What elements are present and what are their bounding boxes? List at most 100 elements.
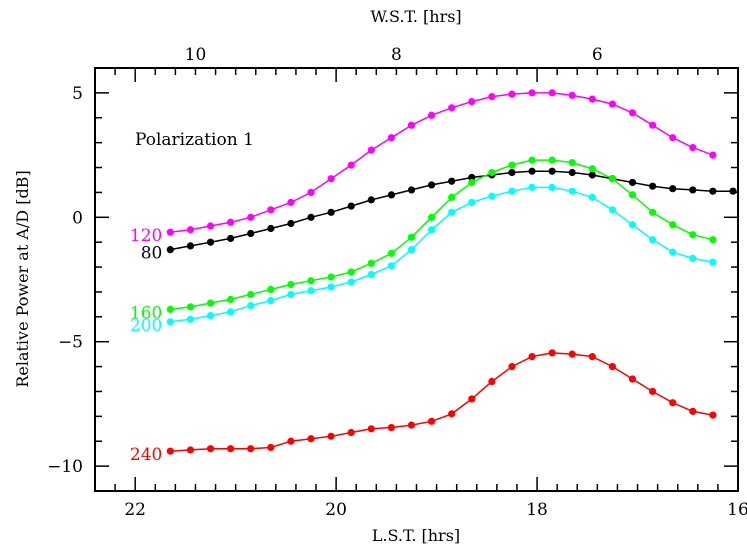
data-point-240 xyxy=(588,353,596,361)
data-point-200 xyxy=(307,287,315,295)
series-line-240 xyxy=(170,352,714,452)
data-point-80 xyxy=(448,177,456,185)
x-tick-label: 18 xyxy=(526,500,548,520)
data-point-240 xyxy=(206,445,215,453)
data-point-200 xyxy=(649,236,657,244)
data-point-120 xyxy=(649,121,657,129)
x-tick-label: 22 xyxy=(124,500,146,520)
data-point-200 xyxy=(387,262,395,270)
series-label-160: 160 xyxy=(130,303,162,323)
data-point-240 xyxy=(247,445,255,453)
data-point-200 xyxy=(608,206,617,214)
data-point-200 xyxy=(588,193,596,201)
data-point-240 xyxy=(387,423,395,432)
data-point-80 xyxy=(669,185,677,193)
data-point-120 xyxy=(488,93,496,101)
data-point-160 xyxy=(166,305,174,313)
data-point-200 xyxy=(287,290,295,299)
data-point-200 xyxy=(628,221,637,229)
data-point-120 xyxy=(327,175,335,183)
data-point-240 xyxy=(628,375,637,383)
series-label-200: 200 xyxy=(130,316,162,336)
data-point-240 xyxy=(528,353,536,361)
data-point-80 xyxy=(327,208,335,216)
data-point-160 xyxy=(709,236,717,244)
data-point-160 xyxy=(448,193,456,201)
data-point-160 xyxy=(508,161,516,169)
y-ticks: 5 0 −5 −10 xyxy=(47,67,738,492)
data-point-200 xyxy=(528,183,536,192)
data-point-80 xyxy=(247,229,255,238)
data-point-120 xyxy=(608,100,617,108)
data-point-80 xyxy=(186,242,195,250)
data-point-160 xyxy=(186,303,195,311)
data-point-120 xyxy=(588,95,596,103)
data-point-120 xyxy=(307,188,315,197)
data-point-240 xyxy=(669,399,677,407)
data-point-80 xyxy=(287,219,295,228)
polarization-annotation: Polarization 1 xyxy=(135,130,254,150)
data-point-120 xyxy=(548,89,556,97)
data-point-160 xyxy=(287,280,295,289)
data-point-200 xyxy=(247,302,255,310)
data-point-240 xyxy=(548,349,556,357)
data-point-120 xyxy=(568,91,576,99)
series-label-80: 80 xyxy=(141,244,163,264)
y-axis-label: Relative Power at A/D [dB] xyxy=(13,170,32,387)
data-point-80 xyxy=(628,178,637,187)
data-point-160 xyxy=(347,268,355,276)
series-label-240: 240 xyxy=(130,445,162,465)
y-tick-label: 0 xyxy=(72,208,83,228)
x2-ticks: 10 8 6 xyxy=(185,45,603,65)
data-point-240 xyxy=(468,395,476,403)
data-point-200 xyxy=(347,278,355,286)
data-point-240 xyxy=(488,377,496,386)
data-point-120 xyxy=(347,161,355,169)
data-point-80 xyxy=(508,168,516,177)
data-point-240 xyxy=(307,435,315,443)
data-point-80 xyxy=(387,191,395,199)
data-point-200 xyxy=(407,246,416,254)
data-point-160 xyxy=(247,290,255,299)
data-point-80 xyxy=(407,186,416,194)
data-point-200 xyxy=(427,226,436,234)
series-line-160 xyxy=(170,159,714,311)
data-point-120 xyxy=(387,134,395,142)
y-tick-label: 5 xyxy=(72,84,83,104)
data-point-200 xyxy=(227,308,235,316)
data-point-240 xyxy=(407,421,416,429)
data-point-160 xyxy=(267,285,275,294)
data-point-160 xyxy=(568,158,576,167)
data-point-120 xyxy=(528,89,536,97)
data-point-120 xyxy=(427,111,436,119)
data-point-200 xyxy=(166,318,174,326)
data-point-200 xyxy=(488,192,496,200)
x2-tick-label: 6 xyxy=(592,45,603,65)
data-point-80 xyxy=(588,171,596,179)
data-point-240 xyxy=(568,350,576,358)
data-point-240 xyxy=(166,447,174,455)
data-point-200 xyxy=(689,254,697,262)
data-point-160 xyxy=(367,259,375,267)
data-point-240 xyxy=(227,445,235,453)
data-point-120 xyxy=(227,218,235,226)
x2-tick-label: 10 xyxy=(185,45,207,65)
data-point-240 xyxy=(267,443,275,452)
data-point-160 xyxy=(548,156,556,164)
data-point-200 xyxy=(186,315,195,323)
data-point-200 xyxy=(568,187,576,195)
data-point-160 xyxy=(307,277,315,285)
data-point-80 xyxy=(689,186,697,194)
data-point-160 xyxy=(206,299,215,307)
data-point-240 xyxy=(508,362,516,371)
data-point-160 xyxy=(427,213,436,221)
data-point-80 xyxy=(227,234,235,243)
x-ticks: 22 20 18 16 xyxy=(114,68,747,520)
data-point-120 xyxy=(689,144,697,152)
data-point-80 xyxy=(347,202,355,210)
data-point-80 xyxy=(367,196,375,204)
data-point-240 xyxy=(427,417,436,425)
data-point-120 xyxy=(367,146,375,154)
